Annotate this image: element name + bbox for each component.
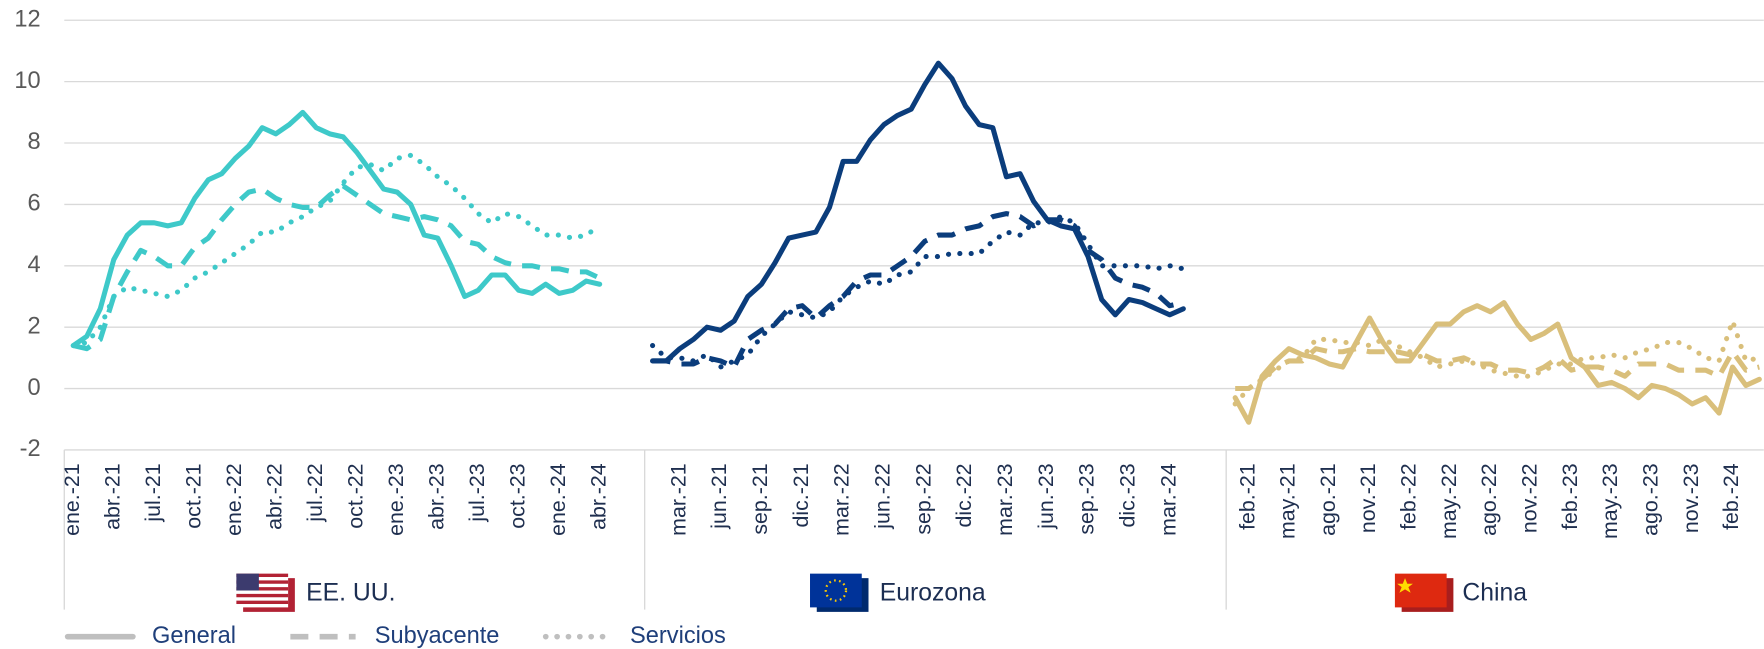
series-line: [72, 183, 601, 352]
flag-eu: [810, 573, 869, 612]
series-line: [1235, 346, 1760, 392]
x-tick-label: ene.-21: [60, 463, 84, 535]
y-tick-label: 0: [28, 375, 41, 401]
x-tick-label: jun.-21: [707, 463, 731, 529]
x-tick-label: abr.-21: [100, 463, 124, 530]
x-tick-label: oct.-23: [505, 463, 529, 528]
x-tick-label: dic.-21: [789, 463, 813, 527]
x-tick-label: abr.-23: [424, 463, 448, 530]
series-line: [70, 109, 603, 349]
series-line: [1232, 300, 1762, 425]
series-line: [650, 60, 1186, 364]
y-tick-label: 8: [28, 129, 41, 155]
series-line: [1232, 318, 1762, 407]
panel-label: China: [1462, 579, 1527, 606]
x-tick-label: nov.-22: [1518, 463, 1542, 533]
x-tick-label: may.-22: [1437, 463, 1461, 539]
x-tick-label: feb.-22: [1397, 463, 1421, 529]
x-tick-label: mar.-24: [1156, 463, 1180, 536]
x-tick-label: dic.-22: [952, 463, 976, 527]
x-tick-label: nov.-23: [1679, 463, 1703, 533]
x-tick-label: jun.-22: [871, 463, 895, 529]
x-tick-label: oct.-22: [343, 463, 367, 528]
x-tick-label: nov.-21: [1356, 463, 1380, 533]
y-tick-label: 10: [14, 68, 40, 94]
legend-label: Subyacente: [375, 623, 500, 649]
x-tick-label: abr.-24: [586, 463, 610, 530]
x-tick-label: may.-23: [1598, 463, 1622, 539]
legend-label: Servicios: [630, 623, 726, 649]
x-tick-label: oct.-21: [181, 463, 205, 528]
x-tick-label: mar.-21: [666, 463, 690, 535]
x-tick-label: feb.-21: [1235, 463, 1259, 529]
x-tick-label: ago.-23: [1638, 463, 1662, 535]
x-tick-label: ene.-22: [222, 463, 246, 535]
x-tick-label: sep.-21: [748, 463, 772, 534]
x-tick-label: ago.-22: [1477, 463, 1501, 535]
x-tick-label: ene.-24: [546, 463, 570, 536]
series-line: [70, 152, 603, 349]
legend-label: General: [152, 623, 236, 649]
x-tick-label: feb.-23: [1558, 463, 1582, 529]
x-tick-label: ago.-21: [1316, 463, 1340, 535]
x-tick-label: jul.-21: [141, 463, 165, 522]
x-tick-label: dic.-23: [1116, 463, 1140, 527]
flag-us: [236, 573, 295, 612]
x-tick-label: jul.-22: [303, 463, 327, 522]
x-tick-label: abr.-22: [262, 463, 286, 530]
x-tick-label: mar.-22: [830, 463, 854, 535]
y-tick-label: 2: [28, 313, 41, 339]
x-tick-label: ene.-23: [384, 463, 408, 535]
x-tick-label: jul.-23: [465, 463, 489, 522]
flag-cn: [1394, 573, 1454, 612]
y-tick-label: 12: [14, 6, 40, 32]
x-tick-label: sep.-22: [911, 463, 935, 534]
x-tick-label: jun.-23: [1034, 463, 1058, 529]
series-line: [650, 214, 1186, 370]
x-tick-label: feb.-24: [1719, 463, 1743, 530]
panel-label: EE. UU.: [306, 579, 395, 606]
y-tick-label: -2: [20, 436, 41, 462]
x-tick-label: mar.-23: [993, 463, 1017, 535]
panel-label: Eurozona: [880, 579, 986, 606]
y-tick-label: 4: [28, 252, 41, 278]
y-tick-label: 6: [28, 191, 41, 217]
series-line: [652, 211, 1184, 370]
x-tick-label: sep.-23: [1075, 463, 1099, 534]
x-tick-label: may.-21: [1276, 463, 1300, 539]
